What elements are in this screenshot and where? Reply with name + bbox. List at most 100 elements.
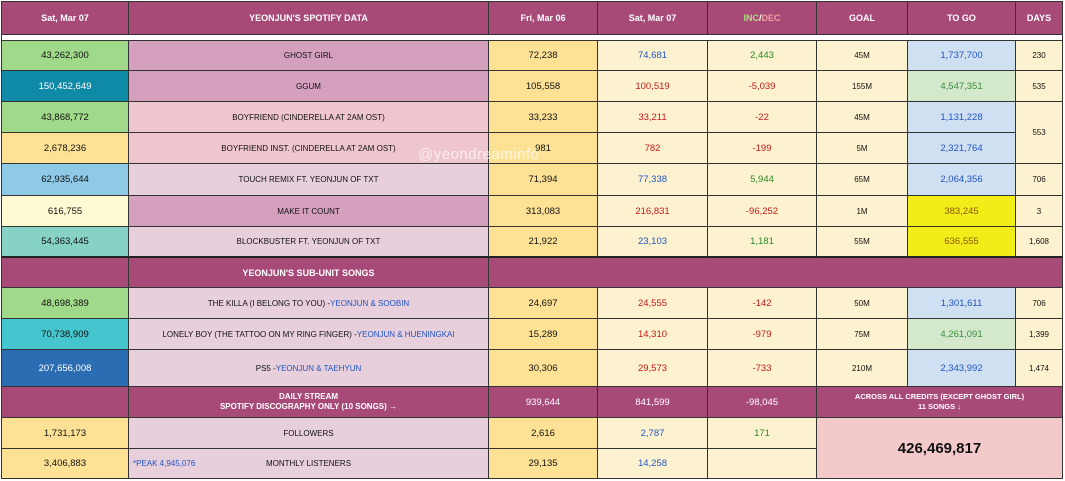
diff: -199 <box>708 133 817 164</box>
togo: 1,131,228 <box>908 102 1016 133</box>
diff: -733 <box>708 350 817 387</box>
followers-cur: 2,787 <box>598 418 708 449</box>
header-incdec: INC / DEC <box>708 2 817 35</box>
goal: 50M <box>817 288 908 319</box>
prev-streams: 24,697 <box>489 288 598 319</box>
goal: 75M <box>817 319 908 350</box>
prev-streams: 72,238 <box>489 41 598 71</box>
across-label-2: 11 SONGS ↓ <box>918 402 961 411</box>
song-title: THE KILLA (I BELONG TO YOU) - YEONJUN & … <box>129 288 489 319</box>
followers-prev: 2,616 <box>489 418 598 449</box>
song-feat: YEONJUN & HUENINGKAI <box>356 329 455 339</box>
daily-label-2: SPOTIFY DISCOGRAPHY ONLY (10 SONGS) → <box>219 402 398 411</box>
daily-stream-label: DAILY STREAM SPOTIFY DISCOGRAPHY ONLY (1… <box>129 387 489 418</box>
goal: 45M <box>817 41 908 71</box>
goal: 155M <box>817 71 908 102</box>
followers-label: FOLLOWERS <box>129 418 489 449</box>
daily-cur: 841,599 <box>598 387 708 418</box>
days: 1,474 <box>1016 350 1063 387</box>
table-row-total: 43,262,300 <box>2 41 129 71</box>
song-feat: YEONJUN & SOOBIN <box>330 298 410 308</box>
goal: 1M <box>817 196 908 227</box>
diff: -22 <box>708 102 817 133</box>
goal: 55M <box>817 227 908 258</box>
goal: 210M <box>817 350 908 387</box>
cur-streams: 216,831 <box>598 196 708 227</box>
cur-streams: 24,555 <box>598 288 708 319</box>
song-title: BLOCKBUSTER FT. YEONJUN OF TXT <box>129 227 489 258</box>
header-togo: TO GO <box>908 2 1016 35</box>
header-title: YEONJUN'S SPOTIFY DATA <box>129 2 489 35</box>
header-goal: GOAL <box>817 2 908 35</box>
daily-diff: -98,045 <box>708 387 817 418</box>
cur-streams: 14,310 <box>598 319 708 350</box>
inc-label: INC <box>743 13 759 23</box>
table-row-total: 150,452,649 <box>2 71 129 102</box>
togo: 4,547,351 <box>908 71 1016 102</box>
daily-left <box>2 387 129 418</box>
song-title: LONELY BOY (THE TATTOO ON MY RING FINGER… <box>129 319 489 350</box>
days: 535 <box>1016 71 1063 102</box>
listeners-total: 3,406,883 <box>2 449 129 479</box>
table-row-total: 62,935,644 <box>2 164 129 196</box>
across-credits-label: ACROSS ALL CREDITS (EXCEPT GHOST GIRL) 1… <box>817 387 1063 418</box>
header-gap <box>2 35 1063 41</box>
table-row-total: 2,678,236 <box>2 133 129 164</box>
listeners-cur: 14,258 <box>598 449 708 479</box>
togo: 383,245 <box>908 196 1016 227</box>
days-merged: 553 <box>1016 102 1063 164</box>
listeners-diff-empty <box>708 449 817 479</box>
days: 706 <box>1016 164 1063 196</box>
prev-streams: 71,394 <box>489 164 598 196</box>
goal: 5M <box>817 133 908 164</box>
header-prev-day: Fri, Mar 06 <box>489 2 598 35</box>
table-row-total: 48,698,389 <box>2 288 129 319</box>
left-border <box>1 2 2 479</box>
diff: -142 <box>708 288 817 319</box>
cur-streams: 782 <box>598 133 708 164</box>
togo: 2,064,356 <box>908 164 1016 196</box>
cur-streams: 33,211 <box>598 102 708 133</box>
song-title: BOYFRIEND INST. (CINDERELLA AT 2AM OST) <box>129 133 489 164</box>
prev-streams: 15,289 <box>489 319 598 350</box>
table-row-total: 616,755 <box>2 196 129 227</box>
table-row-total: 70,738,909 <box>2 319 129 350</box>
slash-label: / <box>758 13 762 23</box>
diff: -5,039 <box>708 71 817 102</box>
goal: 65M <box>817 164 908 196</box>
cur-streams: 77,338 <box>598 164 708 196</box>
song-name: PS5 - <box>255 363 276 373</box>
diff: 1,181 <box>708 227 817 258</box>
subunit-header-left <box>2 258 129 288</box>
prev-streams: 21,922 <box>489 227 598 258</box>
cur-streams: 100,519 <box>598 71 708 102</box>
header-cur-day: Sat, Mar 07 <box>598 2 708 35</box>
header-days: DAYS <box>1016 2 1063 35</box>
listeners-prev: 29,135 <box>489 449 598 479</box>
song-name: THE KILLA (I BELONG TO YOU) - <box>207 298 331 308</box>
diff: -979 <box>708 319 817 350</box>
togo: 1,301,611 <box>908 288 1016 319</box>
cur-streams: 29,573 <box>598 350 708 387</box>
days: 230 <box>1016 41 1063 71</box>
song-title: BOYFRIEND (CINDERELLA AT 2AM OST) <box>129 102 489 133</box>
prev-streams: 30,306 <box>489 350 598 387</box>
across-credits-total: 426,469,817 <box>817 418 1063 479</box>
prev-streams: 313,083 <box>489 196 598 227</box>
prev-streams: 981 <box>489 133 598 164</box>
song-title: TOUCH REMIX FT. YEONJUN OF TXT <box>129 164 489 196</box>
listeners-peak: *PEAK 4,945,076 <box>133 459 196 468</box>
subunit-header: YEONJUN'S SUB-UNIT SONGS <box>129 258 489 288</box>
song-title: GHOST GIRL <box>129 41 489 71</box>
goal: 45M <box>817 102 908 133</box>
table-row-total: 43,868,772 <box>2 102 129 133</box>
diff: 5,944 <box>708 164 817 196</box>
days: 1,399 <box>1016 319 1063 350</box>
song-title: PS5 - YEONJUN & TAEHYUN <box>129 350 489 387</box>
prev-streams: 105,558 <box>489 71 598 102</box>
across-label-1: ACROSS ALL CREDITS (EXCEPT GHOST GIRL) <box>854 392 1025 401</box>
diff: 2,443 <box>708 41 817 71</box>
listeners-label: MONTHLY LISTENERS <box>265 459 352 468</box>
top-border <box>1 1 1063 2</box>
days: 3 <box>1016 196 1063 227</box>
